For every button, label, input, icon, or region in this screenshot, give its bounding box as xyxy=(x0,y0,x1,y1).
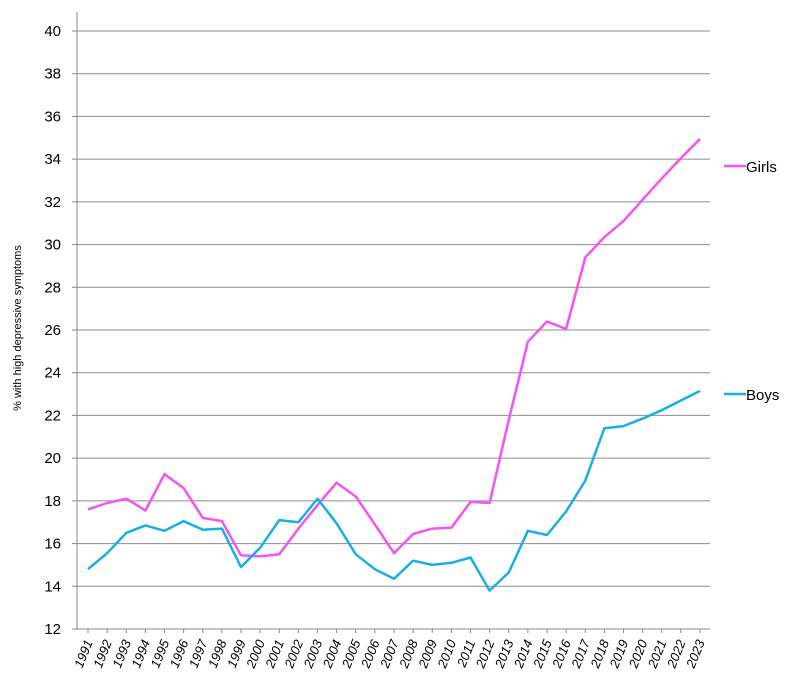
gridlines xyxy=(77,30,710,587)
y-tick-label: 26 xyxy=(44,322,61,339)
y-tick-label: 22 xyxy=(44,407,61,424)
y-tick-label: 40 xyxy=(44,23,61,40)
y-tick-label: 14 xyxy=(44,578,61,595)
series-line-girls xyxy=(87,138,701,558)
x-tick-label: 2010 xyxy=(434,637,459,671)
legend-label: Boys xyxy=(746,387,779,404)
y-tick-label: 36 xyxy=(44,108,61,125)
y-tick-label: 24 xyxy=(44,365,61,382)
y-tick-label: 38 xyxy=(44,66,61,83)
y-tick-label: 12 xyxy=(44,621,61,638)
y-axis-ticks: 12 14 16 18 20 22 24 26 28 30 32 34 36 38 40 xyxy=(44,23,77,638)
legend: Girls Boys xyxy=(724,159,779,404)
y-tick-label: 32 xyxy=(44,194,61,211)
y-tick-label: 16 xyxy=(44,536,61,553)
series-line-boys xyxy=(87,389,701,592)
y-tick-label: 28 xyxy=(44,279,61,296)
y-axis-label: % with high depressive symptoms xyxy=(12,245,24,411)
y-tick-label: 18 xyxy=(44,493,61,510)
y-tick-label: 30 xyxy=(44,237,61,254)
x-axis-ticks: 1991199219931994199519961997199819992000… xyxy=(71,629,708,671)
y-tick-label: 34 xyxy=(44,151,61,168)
series-lines xyxy=(87,138,701,592)
x-tick-label: 2023 xyxy=(683,637,708,671)
y-tick-label: 20 xyxy=(44,450,61,467)
legend-label: Girls xyxy=(746,159,777,176)
